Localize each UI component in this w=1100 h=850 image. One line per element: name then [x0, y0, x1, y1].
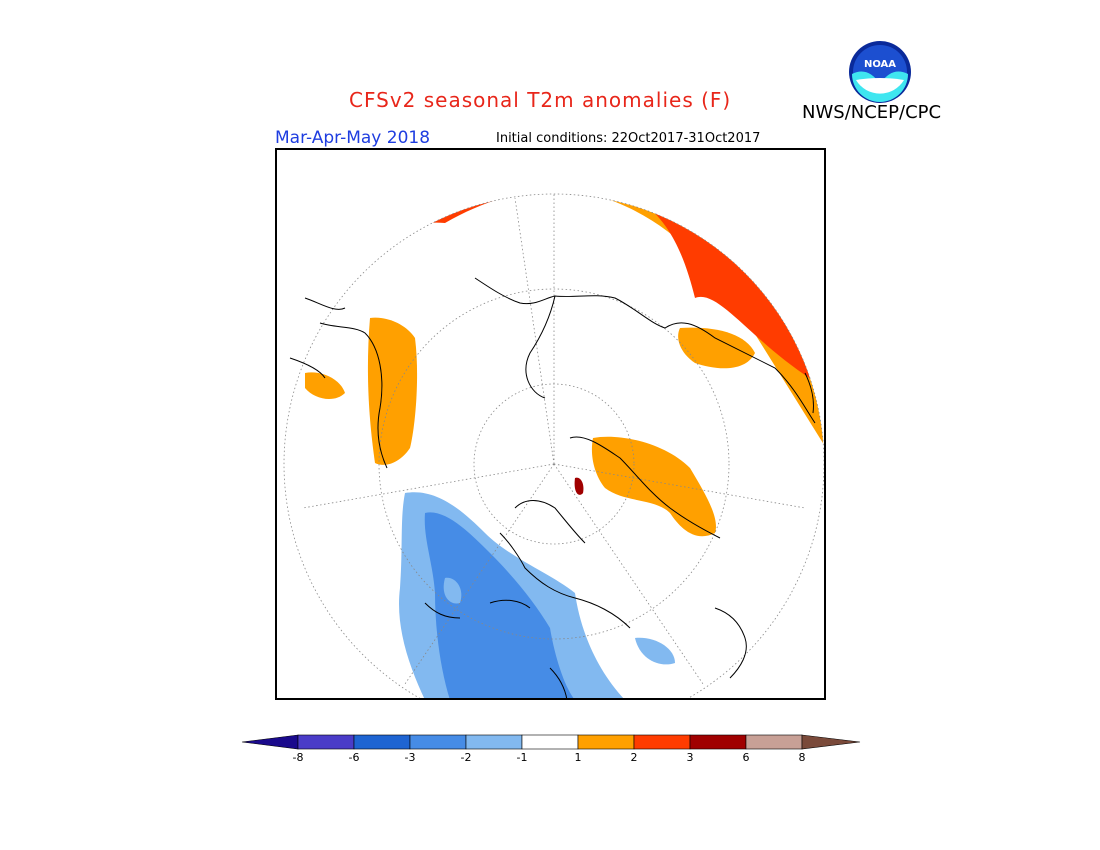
cold-anomaly-se: [635, 637, 675, 665]
meridians: [302, 194, 806, 685]
coastlines: [289, 277, 816, 700]
legend-tick-label: 6: [743, 751, 750, 764]
legend-swatch: [745, 734, 803, 750]
legend-swatch: [633, 734, 691, 750]
legend-tick-label: -1: [517, 751, 528, 764]
season-label: Mar-Apr-May 2018: [275, 128, 431, 148]
map-frame-border: [275, 148, 826, 700]
warm-anomaly-greenland-dark: [574, 477, 584, 495]
legend-swatch: [297, 734, 355, 750]
polar-map: [275, 148, 826, 700]
agency-label: NWS/NCEP/CPC: [802, 102, 942, 123]
legend-tick-label: 8: [799, 751, 806, 764]
cold-anomaly-light-patch: [443, 577, 462, 604]
warm-anomaly-europe: [367, 317, 418, 465]
warm-anomaly-alaska: [678, 327, 755, 369]
legend-swatch: [465, 734, 523, 750]
latitude-circle-60: [378, 288, 730, 640]
noaa-logo-text: NOAA: [864, 59, 896, 70]
legend-swatch: [577, 734, 635, 750]
legend-tick-label: 1: [575, 751, 582, 764]
legend-tick-label: -8: [293, 751, 304, 764]
legend-swatch: [689, 734, 747, 750]
legend-tick-label: 2: [631, 751, 638, 764]
legend-arrow-min: [241, 734, 299, 750]
map-title: CFSv2 seasonal T2m anomalies (F): [349, 88, 732, 112]
legend-swatch: [409, 734, 467, 750]
legend-tick-label: -3: [405, 751, 416, 764]
initial-conditions-label: Initial conditions: 22Oct2017-31Oct2017: [496, 131, 761, 146]
legend-arrow-max: [801, 734, 861, 750]
color-scale-legend: -8 -6 -3 -2 -1 1 2 3 6 8: [240, 731, 862, 771]
noaa-logo-icon: NOAA: [848, 40, 912, 104]
cold-anomaly-mid: [424, 512, 575, 700]
warm-anomaly-atlantic: [305, 372, 345, 400]
legend-tick-label: 3: [687, 751, 694, 764]
legend-tick-label: -2: [461, 751, 472, 764]
legend-swatch: [521, 734, 579, 750]
legend-swatch: [353, 734, 411, 750]
legend-tick-label: -6: [349, 751, 360, 764]
